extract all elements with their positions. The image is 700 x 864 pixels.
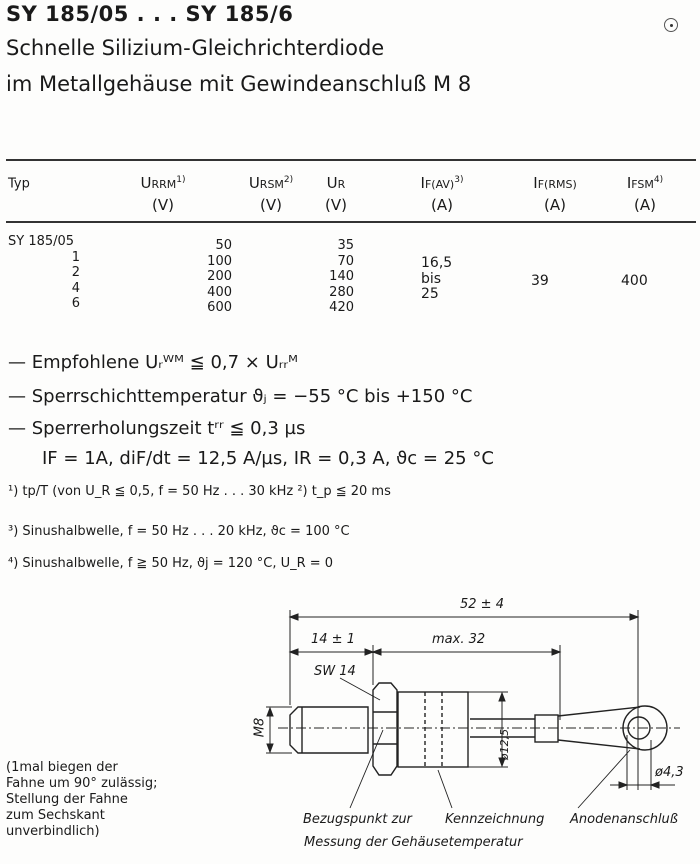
header-symbol: U xyxy=(140,174,152,192)
col-urrm: 50 100 200 400 600 xyxy=(190,238,232,316)
column-header: IFSM4) (A) xyxy=(610,170,680,215)
note-line: zum Sechskant xyxy=(6,808,105,823)
spec-conditions: IF = 1A, diF/dt = 12,5 A/µs, IR = 0,3 A,… xyxy=(42,448,494,469)
col-ur: 35 70 140 280 420 xyxy=(310,238,354,316)
diode-outline xyxy=(289,682,668,776)
ur-cell: 140 xyxy=(329,269,354,284)
col-type: SY 185/05 1 2 4 6 xyxy=(8,234,80,312)
header-subscript: F(RMS) xyxy=(537,178,577,191)
thread-label: M8 xyxy=(252,717,268,738)
punch-hole-icon xyxy=(664,18,678,32)
subtitle-line-2: im Metallgehäuse mit Gewindeanschluß M 8 xyxy=(6,72,472,96)
reference-point-label-2: Messung der Gehäusetemperatur xyxy=(304,835,523,850)
column-header: UR (V) xyxy=(316,170,356,215)
hole-diameter-label: ø4,3 xyxy=(655,765,684,780)
urrm-cell: 600 xyxy=(207,300,232,315)
note-line: Stellung der Fahne xyxy=(6,792,128,807)
type-cell: 2 xyxy=(71,265,80,280)
ifrms-cell: 39 xyxy=(531,273,549,289)
table-top-rule xyxy=(6,159,696,161)
header-symbol: Typ xyxy=(8,176,30,192)
footnote-4: ⁴) Sinushalbwelle, f ≧ 50 Hz, ϑj = 120 °… xyxy=(8,556,334,571)
urrm-cell: 200 xyxy=(207,269,232,284)
header-unit: (V) xyxy=(325,196,347,214)
header-subscript: R xyxy=(337,178,346,191)
urrm-cell: 100 xyxy=(207,253,232,269)
ur-cell: 280 xyxy=(329,284,354,300)
dim-body-label: max. 32 xyxy=(432,632,486,647)
header-unit: (A) xyxy=(634,196,656,214)
marking-label: Kennzeichnung xyxy=(445,812,545,827)
leader-lines xyxy=(339,677,631,809)
header-symbol: I xyxy=(533,174,538,192)
header-footnote-ref: 2) xyxy=(283,175,294,185)
header-unit: (A) xyxy=(544,196,566,214)
header-subscript: FSM xyxy=(631,178,654,191)
dim-total-label: 52 ± 4 xyxy=(460,597,504,612)
note-line: Fahne um 90° zulässig; xyxy=(6,776,158,791)
column-header: IF(RMS) (A) xyxy=(515,170,595,215)
type-cell: 1 xyxy=(71,249,80,265)
column-header: Typ xyxy=(8,170,68,194)
header-symbol: U xyxy=(326,174,338,192)
header-symbol: I xyxy=(626,174,632,192)
wrench-size-label: SW 14 xyxy=(314,664,356,679)
ur-cell: 35 xyxy=(337,238,354,253)
header-subscript: F(AV) xyxy=(424,178,455,191)
ur-cell: 420 xyxy=(329,300,354,315)
urrm-cell: 50 xyxy=(215,238,232,253)
header-footnote-ref: 3) xyxy=(454,175,464,185)
ifsm-cell: 400 xyxy=(621,273,648,289)
header-subscript: RSM xyxy=(259,178,284,191)
header-subscript: RRM xyxy=(151,178,177,191)
ifav-cell: 25 xyxy=(421,286,439,302)
anode-label: Anodenanschluß xyxy=(570,812,678,827)
ifav-cell: bis xyxy=(421,270,442,287)
footnote-3: ³) Sinushalbwelle, f = 50 Hz . . . 20 kH… xyxy=(8,524,350,539)
header-footnote-ref: 1) xyxy=(176,175,186,185)
spec-urwm: — Empfohlene Uᵣᵂᴹ ≦ 0,7 × Uᵣᵣᴹ xyxy=(8,352,298,373)
spec-recovery-time: — Sperrerholungszeit tʳʳ ≦ 0,3 µs xyxy=(8,418,306,439)
dim-thread-label: 14 ± 1 xyxy=(311,632,355,647)
spec-junction-temp: — Sperrschichttemperatur ϑⱼ = −55 °C bis… xyxy=(8,386,473,407)
footnote-1-2: ¹) tp/T (von U_R ≦ 0,5, f = 50 Hz . . . … xyxy=(8,484,391,499)
type-cell: SY 185/05 xyxy=(8,234,75,249)
note-line: unverbindlich) xyxy=(6,824,100,839)
ur-cell: 70 xyxy=(337,253,354,269)
page-title: SY 185/05 . . . SY 185/6 xyxy=(6,2,294,26)
body-diameter-label: ø12,5 xyxy=(498,728,512,761)
header-unit: (V) xyxy=(260,196,282,214)
note-line: (1mal biegen der xyxy=(6,760,118,775)
header-symbol: U xyxy=(248,174,260,192)
urrm-cell: 400 xyxy=(207,284,232,300)
header-symbol: I xyxy=(420,174,425,192)
dimension-lines xyxy=(266,610,680,790)
type-cell: 4 xyxy=(71,280,80,296)
column-header: IF(AV)3) (A) xyxy=(392,170,492,215)
header-footnote-ref: 4) xyxy=(653,175,664,185)
column-header: URRM1) (V) xyxy=(118,170,208,215)
col-ifav: 16,5 bis 25 xyxy=(421,255,453,303)
table-header-rule xyxy=(6,221,696,223)
type-cell: 6 xyxy=(71,296,80,311)
reference-point-label-1: Bezugspunkt zur xyxy=(303,812,412,827)
column-header: URSM2) (V) xyxy=(226,170,316,215)
ifav-cell: 16,5 xyxy=(421,255,453,271)
header-unit: (A) xyxy=(431,196,453,214)
header-unit: (V) xyxy=(152,196,174,214)
subtitle-line-1: Schnelle Silizium-Gleichrichterdiode xyxy=(6,36,385,60)
bending-note: (1mal biegen der Fahne um 90° zulässig; … xyxy=(6,760,158,840)
